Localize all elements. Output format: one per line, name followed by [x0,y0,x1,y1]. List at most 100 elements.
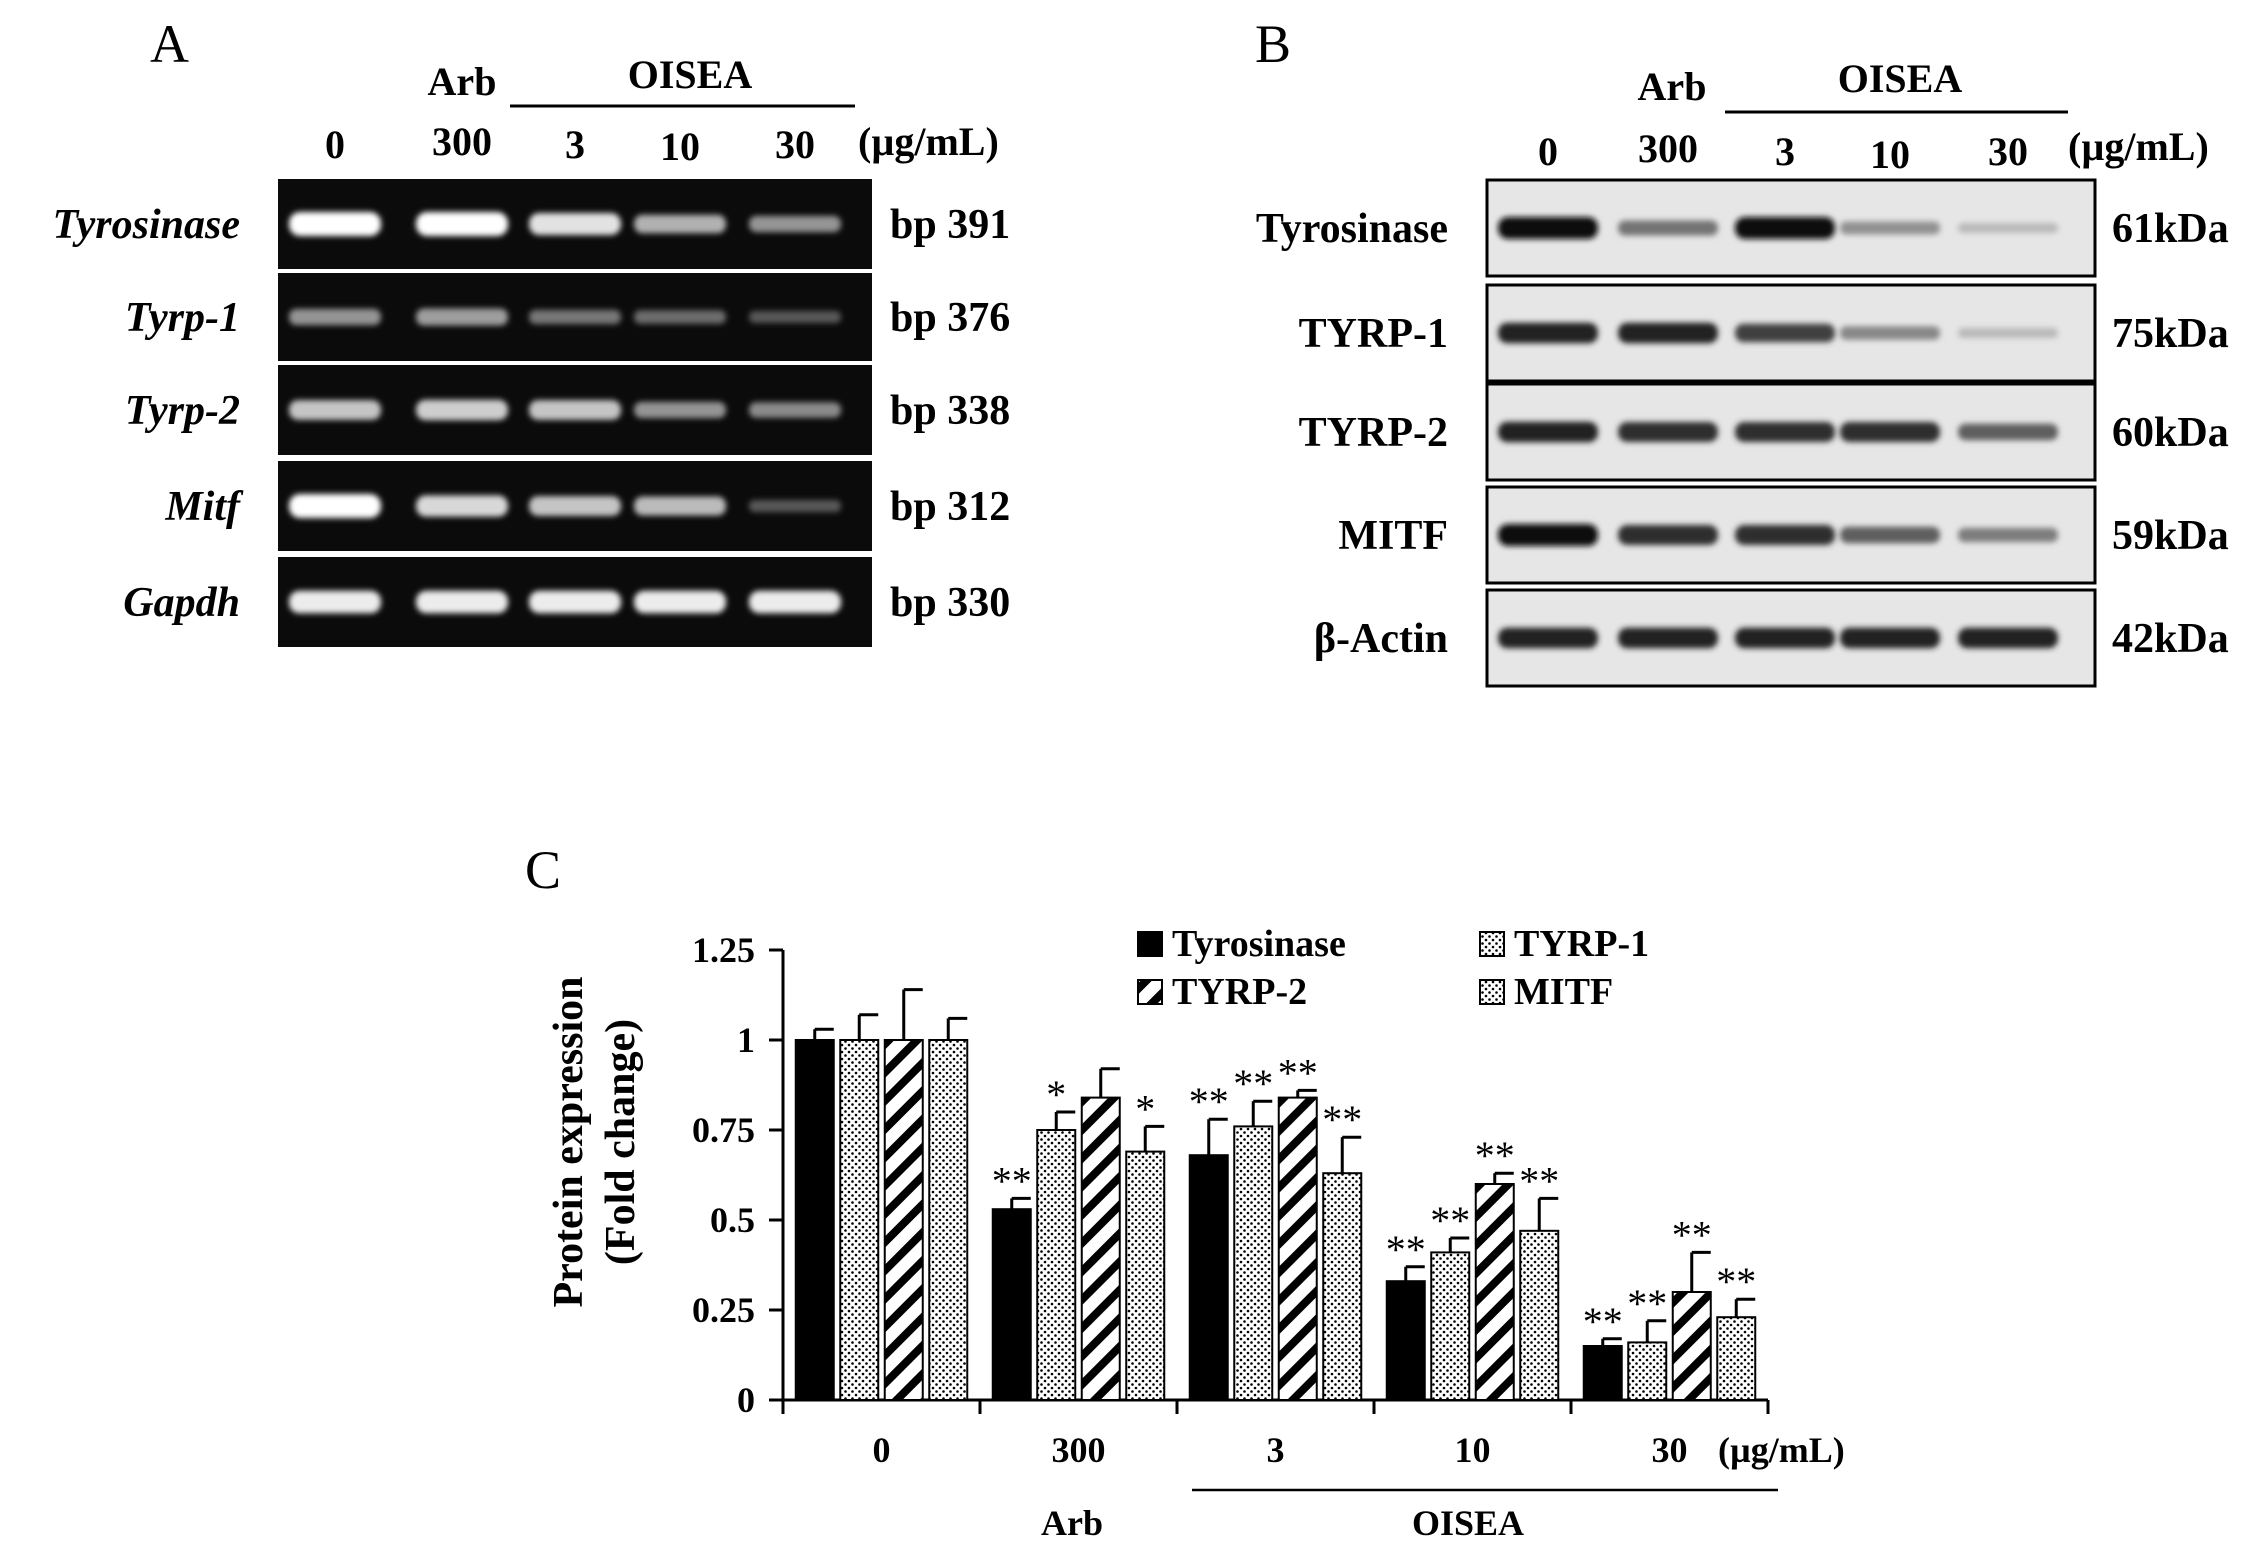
blot-band [1958,222,2058,234]
blot-row-4: β-Actin 42kDa [1314,588,2229,688]
panel-b-lane-labels: 0 300 3 10 30 [1538,126,2028,177]
bar [1671,1291,1712,1401]
band-size-label: bp 312 [890,484,1010,530]
x-tick-label: 300 [1052,1430,1106,1470]
blot-band [1958,423,2058,441]
bar [1474,1183,1515,1401]
gel-band [416,399,508,421]
bar [1233,1125,1274,1402]
panel-b-lane-1: 300 [1638,126,1698,171]
y-axis-label-line2: (Fold change) [598,1019,644,1265]
gene-label: Tyrp-2 [125,388,240,434]
bar [1716,1316,1757,1401]
gel-band [289,400,381,420]
significance-mark: ** [992,1158,1032,1203]
bar [1430,1251,1471,1402]
legend-label: TYRP-1 [1514,923,1649,965]
gel-band [634,401,726,419]
legend-swatch [1479,931,1505,957]
bar [1582,1345,1623,1401]
blot-band [1498,217,1598,239]
bar [1385,1280,1426,1401]
panel-b-lane-4: 30 [1988,129,2028,174]
blot-band [1735,525,1835,545]
protein-label: Tyrosinase [1256,206,1448,252]
bar [928,1039,969,1401]
gel-band [749,310,841,324]
panel-b-arb-label: Arb [1638,64,1707,109]
gel-band [634,310,726,324]
gel-row-tyrp-2: Tyrp-2 bp 338 [125,363,1010,457]
legend-label: Tyrosinase [1172,923,1346,965]
band-size-label: bp 391 [890,202,1010,248]
significance-mark: ** [1519,1158,1559,1203]
gel-band [289,590,381,614]
bar [794,1039,835,1401]
panel-b-blots: Tyrosinase 61kDa TYRP-1 75kDa TYRP-2 60kDa MIT… [1256,178,2229,688]
protein-label: MITF [1338,513,1448,559]
panel-a-lane-0: 0 [325,122,345,167]
significance-mark: ** [1583,1299,1623,1344]
panel-a-lane-1: 300 [432,119,492,164]
blot-band [1735,627,1835,649]
bar [1188,1154,1229,1401]
panel-a-lane-3: 10 [660,124,700,169]
protein-label: TYRP-1 [1299,311,1448,357]
gel-band [634,214,726,234]
legend-swatch [1479,979,1505,1005]
significance-mark: ** [1386,1227,1426,1272]
significance-mark: * [1135,1086,1155,1131]
bar [1627,1341,1668,1402]
significance-mark: * [1046,1072,1066,1117]
y-tick-label: 1 [737,1020,755,1060]
band-size-label: bp 330 [890,580,1010,626]
blot-row-3: MITF 59kDa [1338,485,2229,585]
bar [1080,1096,1121,1401]
gel-band [289,308,381,326]
bar [1322,1172,1363,1401]
significance-mark: ** [1716,1259,1756,1304]
gel-band [416,212,508,236]
x-axis-oisea-label: OISEA [1412,1503,1524,1543]
y-tick-label: 0.75 [692,1110,755,1150]
blot-band [1618,220,1718,236]
gel-band [634,496,726,516]
gel-band [749,402,841,418]
kda-label: 75kDa [2112,311,2229,357]
significance-mark: ** [1672,1212,1712,1257]
significance-mark: ** [1189,1079,1229,1124]
legend-label: MITF [1514,971,1613,1013]
chart-bars: ********* ************* ****** [794,988,1757,1402]
x-axis-unit: (µg/mL) [1718,1430,1845,1470]
legend-label: TYRP-2 [1172,971,1307,1013]
significance-mark: ** [1278,1050,1318,1095]
blot-row-2: TYRP-2 60kDa [1299,382,2229,482]
series-tyrp-2: ****** [883,988,1712,1401]
gel-row-mitf: Mitf bp 312 [164,459,1010,553]
blot-band [1735,217,1835,239]
bar [1519,1229,1560,1402]
series-tyrp-1: * ****** [839,1013,1668,1402]
panel-b-label: B [1255,14,1291,74]
legend-swatch [1137,979,1163,1005]
significance-mark: ** [1430,1198,1470,1243]
blot-band [1498,524,1598,546]
panel-b: B Arb OISEA 0 300 3 10 30 (µg/mL) Tyrosinase… [1255,14,2229,688]
chart-legend: Tyrosinase TYRP-1 TYRP-2 MITF [1137,923,1649,1013]
kda-label: 59kDa [2112,513,2229,559]
gene-label: Tyrp-1 [125,295,240,341]
legend-item-tyrosinase: Tyrosinase [1137,923,1346,965]
blot-band [1840,221,1940,235]
blot-band [1958,627,2058,649]
bar [883,1039,924,1401]
gel-band [529,213,621,235]
gel-band [289,212,381,236]
y-tick-label: 0.25 [692,1290,755,1330]
kda-label: 61kDa [2112,206,2229,252]
significance-mark: ** [1475,1133,1515,1178]
gel-band [529,590,621,614]
y-axis-label-line1: Protein expression [546,977,592,1308]
significance-mark: ** [1233,1061,1273,1106]
gel-band [416,590,508,614]
panel-a-gels: Tyrosinase bp 391 Tyrp-1 bp 376 Tyrp-2 bp 338… [53,177,1010,649]
